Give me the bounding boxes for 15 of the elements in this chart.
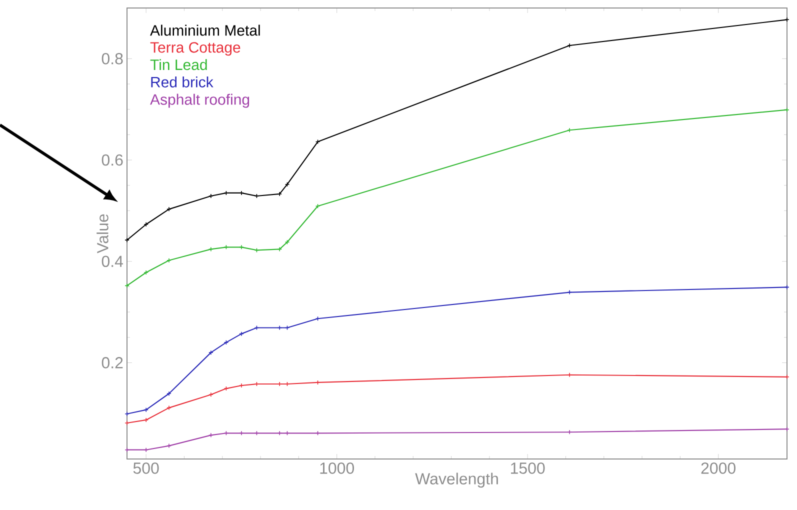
x-tick-label: 1500 bbox=[511, 462, 545, 474]
y-tick-label: 0.4 bbox=[102, 256, 123, 268]
x-tick-label: 2000 bbox=[701, 462, 736, 474]
y-tick-label: 0.8 bbox=[102, 53, 123, 64]
y-tick-label: 0.6 bbox=[102, 154, 123, 166]
y-axis-title: Value bbox=[96, 214, 108, 254]
text: Red brick bbox=[151, 76, 214, 88]
x-tick-label: 500 bbox=[133, 462, 159, 474]
x-tick-label: 1000 bbox=[320, 462, 354, 474]
text: Terra Cottage bbox=[150, 42, 240, 56]
text: Tin Lead bbox=[150, 59, 207, 70]
y-tick-label: 0.2 bbox=[102, 357, 123, 368]
x-axis-title: Wavelength bbox=[415, 472, 498, 488]
text: Asphalt roofing bbox=[150, 94, 250, 108]
text: Aluminium Metal bbox=[150, 24, 260, 36]
